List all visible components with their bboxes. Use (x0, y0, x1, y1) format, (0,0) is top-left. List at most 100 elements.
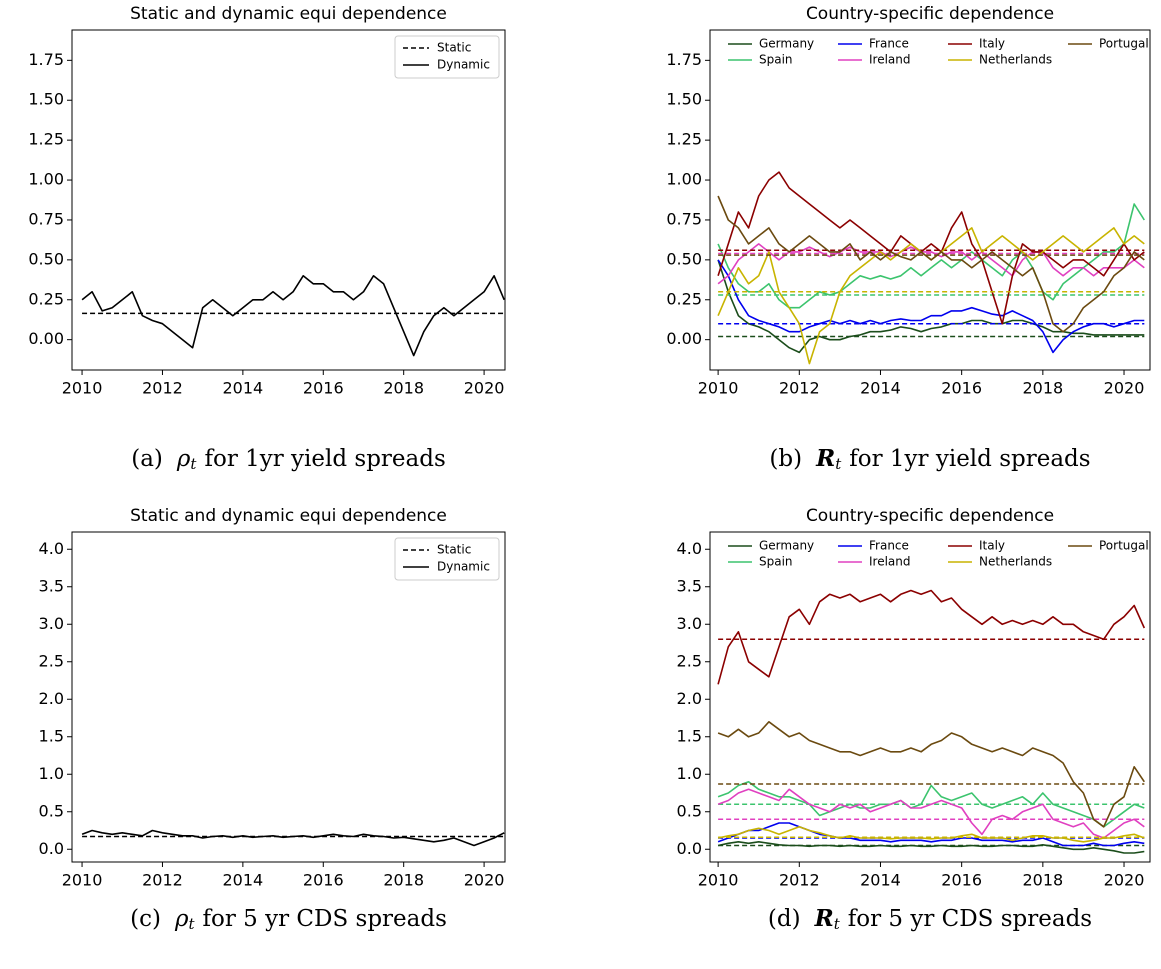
plot-frame (709, 531, 1151, 863)
x-tick-label: 2014 (860, 871, 901, 890)
x-tick-label: 2014 (223, 379, 264, 398)
y-tick-label: 4.0 (39, 539, 64, 558)
legend-label: France (869, 539, 909, 553)
x-tick-label: 2020 (1104, 379, 1145, 398)
caption-text: for 5 yr CDS spreads (203, 906, 447, 932)
x-tick-label: 2018 (383, 871, 424, 890)
caption-label: (d) (768, 906, 801, 932)
series-line (717, 259, 1145, 354)
caption-text: for 1yr yield spreads (204, 446, 445, 472)
caption-sub: t (834, 915, 841, 933)
legend-label: Ireland (869, 555, 911, 569)
chart-title: Country-specific dependence (806, 4, 1054, 24)
series-line (717, 826, 1145, 843)
y-tick-label: 3.5 (677, 576, 702, 595)
x-tick-label: 2018 (383, 379, 424, 398)
x-tick-label: 2010 (698, 379, 739, 398)
y-tick-label: 1.5 (39, 726, 64, 745)
series-line (81, 275, 505, 357)
series-line (717, 171, 1145, 325)
caption-symbol: ρ (174, 906, 189, 932)
y-tick-label: 1.50 (28, 90, 64, 109)
y-tick-label: 1.00 (28, 170, 64, 189)
legend-label: Germany (759, 539, 814, 553)
y-tick-label: 4.0 (677, 539, 702, 558)
caption: (d) Rt for 5 yr CDS spreads (768, 905, 1092, 933)
y-tick-label: 0.50 (666, 249, 702, 268)
y-tick-label: 1.0 (39, 764, 64, 783)
series-line (717, 822, 1145, 847)
series-line (717, 259, 1145, 354)
series-line (717, 195, 1145, 333)
y-tick-label: 0.75 (666, 209, 702, 228)
legend-label: Ireland (869, 53, 911, 67)
series-line (717, 841, 1145, 854)
legend-label: Italy (979, 539, 1005, 553)
x-tick-label: 2016 (303, 379, 344, 398)
x-tick-label: 2010 (698, 871, 739, 890)
caption-symbol: ρ (176, 446, 191, 472)
legend-label: Static (437, 41, 471, 55)
caption-sub: t (835, 455, 842, 473)
chart-title: Country-specific dependence (806, 506, 1054, 526)
y-tick-label: 0.25 (666, 289, 702, 308)
x-tick-label: 2014 (860, 379, 901, 398)
x-tick-label: 2016 (303, 871, 344, 890)
y-tick-label: 2.0 (677, 689, 702, 708)
legend-label: Germany (759, 37, 814, 51)
series-line (717, 788, 1145, 839)
legend-label: Portugal (1099, 539, 1149, 553)
x-tick-label: 2018 (1022, 379, 1063, 398)
series-line (717, 781, 1145, 828)
plot-frame (71, 29, 506, 371)
x-tick-label: 2016 (941, 871, 982, 890)
y-tick-label: 1.50 (666, 90, 702, 109)
caption: (a) ρt for 1yr yield spreads (131, 446, 446, 473)
legend-label: France (869, 37, 909, 51)
legend-label: Netherlands (979, 555, 1052, 569)
x-tick-label: 2012 (779, 871, 820, 890)
y-tick-label: 0.25 (28, 289, 64, 308)
caption-text: for 5 yr CDS spreads (848, 906, 1092, 932)
legend-label: Static (437, 543, 471, 557)
series-line (81, 829, 505, 847)
y-tick-label: 3.5 (39, 576, 64, 595)
y-tick-label: 2.0 (39, 689, 64, 708)
legend-label: Spain (759, 53, 793, 67)
y-tick-label: 0.5 (39, 801, 64, 820)
caption-text: for 1yr yield spreads (849, 446, 1090, 472)
y-tick-label: 0.5 (677, 801, 702, 820)
x-tick-label: 2012 (142, 379, 183, 398)
x-tick-label: 2014 (223, 871, 264, 890)
legend-box (394, 35, 500, 79)
series-line (717, 589, 1146, 685)
x-tick-label: 2020 (464, 379, 505, 398)
y-tick-label: 1.5 (677, 726, 702, 745)
chart-title: Static and dynamic equi dependence (130, 506, 447, 526)
legend-label: Netherlands (979, 53, 1052, 67)
y-tick-label: 1.00 (666, 170, 702, 189)
caption-sub: t (190, 455, 197, 473)
y-tick-label: 1.75 (666, 50, 702, 69)
caption: (b) Rt for 1yr yield spreads (769, 445, 1090, 473)
x-tick-label: 2010 (62, 871, 103, 890)
y-tick-label: 0.00 (28, 329, 64, 348)
y-tick-label: 3.0 (677, 614, 702, 633)
y-tick-label: 0.00 (666, 329, 702, 348)
plot-frame (71, 531, 506, 863)
y-tick-label: 2.5 (39, 651, 64, 670)
x-tick-label: 2018 (1022, 871, 1063, 890)
legend-label: Portugal (1099, 37, 1149, 51)
series-line (717, 227, 1145, 365)
y-tick-label: 1.0 (677, 764, 702, 783)
legend-label: Italy (979, 37, 1005, 51)
x-tick-label: 2012 (142, 871, 183, 890)
y-tick-label: 3.0 (39, 614, 64, 633)
caption-symbol: R (815, 445, 835, 472)
legend-label: Dynamic (437, 58, 490, 72)
x-tick-label: 2016 (941, 379, 982, 398)
y-tick-label: 0.0 (39, 839, 64, 858)
caption-label: (c) (130, 906, 161, 932)
plot-frame (709, 29, 1151, 371)
